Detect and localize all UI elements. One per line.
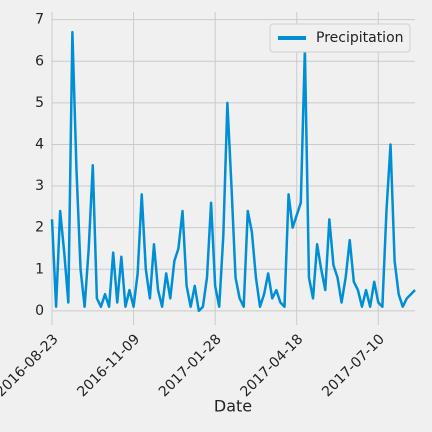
- y-tick-label: 0: [35, 303, 44, 319]
- x-tick-label: 2017-07-10: [319, 331, 388, 400]
- data-line: [50, 30, 416, 313]
- x-tick-label: 2017-01-28: [156, 331, 225, 400]
- y-tick-label: 4: [35, 136, 44, 152]
- legend-box: [269, 23, 411, 53]
- y-tick-label: 6: [35, 53, 44, 69]
- x-tick-label: 2016-11-09: [74, 331, 143, 400]
- legend: Precipitation: [269, 23, 411, 53]
- y-tick-label: 1: [35, 261, 44, 277]
- y-tick-label: 3: [35, 178, 44, 194]
- y-tick-label: 2: [35, 220, 44, 236]
- x-tick-label: 2016-08-23: [0, 331, 62, 400]
- x-axis-label: Date: [214, 397, 252, 416]
- y-tick-label: 7: [35, 12, 44, 28]
- legend-label: Precipitation: [316, 30, 404, 46]
- y-tick-label: 5: [35, 95, 44, 111]
- x-tick-label: 2017-04-18: [238, 331, 307, 400]
